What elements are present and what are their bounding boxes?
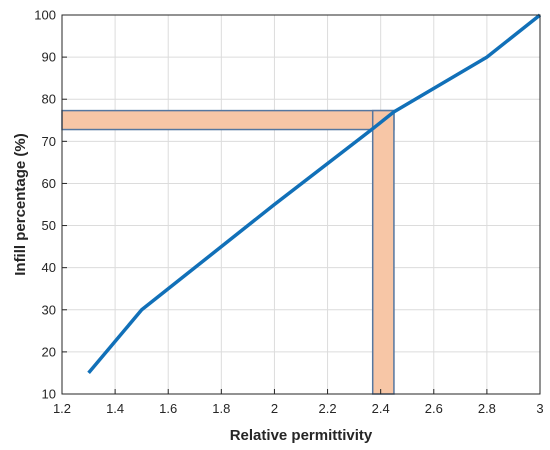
x-tick-label: 2.4: [372, 401, 390, 416]
series-layer: [87, 13, 542, 375]
x-tick-label: 3: [536, 401, 543, 416]
x-tick-label: 2.8: [478, 401, 496, 416]
y-tick-label: 60: [42, 176, 56, 191]
x-tick-label: 1.2: [53, 401, 71, 416]
x-tick-label: 1.8: [212, 401, 230, 416]
grid: [61, 14, 541, 395]
x-tick-label: 1.4: [106, 401, 124, 416]
x-tick-label: 2.6: [425, 401, 443, 416]
x-tick-label: 2: [271, 401, 278, 416]
y-axis-title: Infill percentage (%): [12, 133, 29, 276]
x-axis-title: Relative permittivity: [230, 427, 373, 444]
y-tick-label: 70: [42, 134, 56, 149]
series-line: [87, 13, 542, 375]
y-tick-label: 40: [42, 260, 56, 275]
y-tick-label: 10: [42, 387, 56, 402]
horizontal-highlight-band: [61, 109, 395, 131]
y-tick-label: 100: [34, 8, 56, 23]
vertical-highlight-band: [371, 109, 395, 395]
y-tick-label: 90: [42, 50, 56, 65]
y-axis-ticks: 10 20 30 40 50 60 70 80 90 100: [34, 8, 67, 402]
plot-frame: [61, 14, 541, 395]
y-tick-label: 30: [42, 302, 56, 317]
y-tick-label: 20: [42, 344, 56, 359]
y-tick-label: 80: [42, 92, 56, 107]
x-tick-label: 1.6: [159, 401, 177, 416]
y-tick-label: 50: [42, 218, 56, 233]
x-tick-label: 2.2: [319, 401, 337, 416]
x-axis-ticks: 1.2 1.4 1.6 1.8 2 2.2 2.4 2.6 2.8 3: [53, 389, 544, 416]
